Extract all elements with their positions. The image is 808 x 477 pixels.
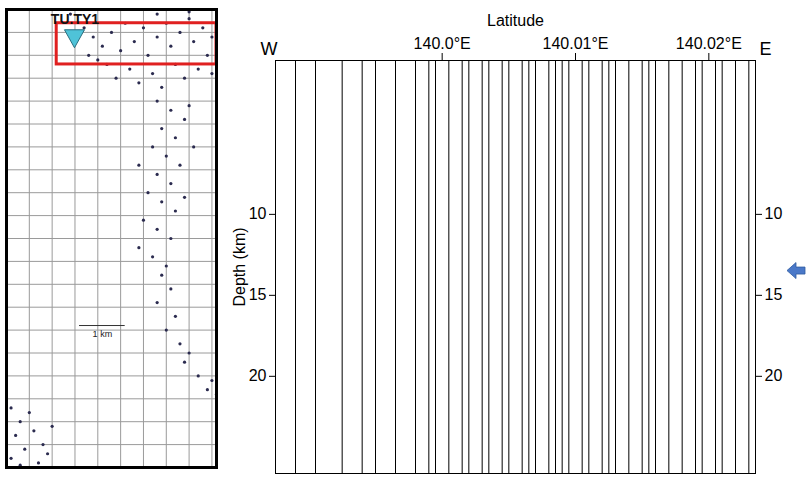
svg-text:15: 15 [249,286,267,303]
svg-text:15: 15 [765,286,783,303]
svg-text:140.0°E: 140.0°E [414,35,471,52]
svg-text:10: 10 [249,205,267,222]
svg-text:10: 10 [765,205,783,222]
svg-text:W: W [261,39,278,59]
svg-text:140.01°E: 140.01°E [542,35,608,52]
svg-text:Latitude: Latitude [487,12,544,29]
svg-text:E: E [759,39,771,59]
svg-text:20: 20 [765,367,783,384]
svg-text:1 km: 1 km [93,329,113,339]
svg-text:TU.TY1: TU.TY1 [51,11,99,27]
svg-text:Depth (km): Depth (km) [231,227,248,306]
svg-text:20: 20 [249,367,267,384]
svg-text:140.02°E: 140.02°E [676,35,742,52]
